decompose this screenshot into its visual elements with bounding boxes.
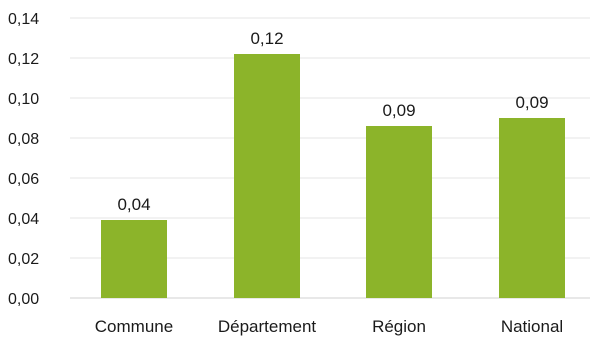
x-category-label: Région [372, 317, 426, 336]
y-tick-label: 0,06 [8, 171, 39, 188]
y-tick-label: 0,10 [8, 91, 39, 108]
x-category-label: Commune [95, 317, 173, 336]
y-tick-label: 0,14 [8, 11, 39, 28]
y-tick-label: 0,02 [8, 251, 39, 268]
data-label: 0,12 [250, 29, 283, 48]
y-tick-label: 0,00 [8, 291, 39, 308]
y-tick-label: 0,08 [8, 131, 39, 148]
bar [101, 220, 167, 298]
bars: 0,04 0,12 0,09 0,09 [101, 29, 565, 298]
bar [234, 54, 300, 298]
y-tick-label: 0,04 [8, 211, 39, 228]
x-axis: Commune Département Région National [95, 317, 563, 336]
data-label: 0,09 [515, 93, 548, 112]
y-tick-label: 0,12 [8, 51, 39, 68]
data-label: 0,04 [117, 195, 150, 214]
bar [499, 118, 565, 298]
y-axis: 0,00 0,02 0,04 0,06 0,08 0,10 0,12 0,14 [8, 11, 39, 308]
bar [366, 126, 432, 298]
x-category-label: Département [218, 317, 317, 336]
data-label: 0,09 [382, 101, 415, 120]
x-category-label: National [501, 317, 563, 336]
